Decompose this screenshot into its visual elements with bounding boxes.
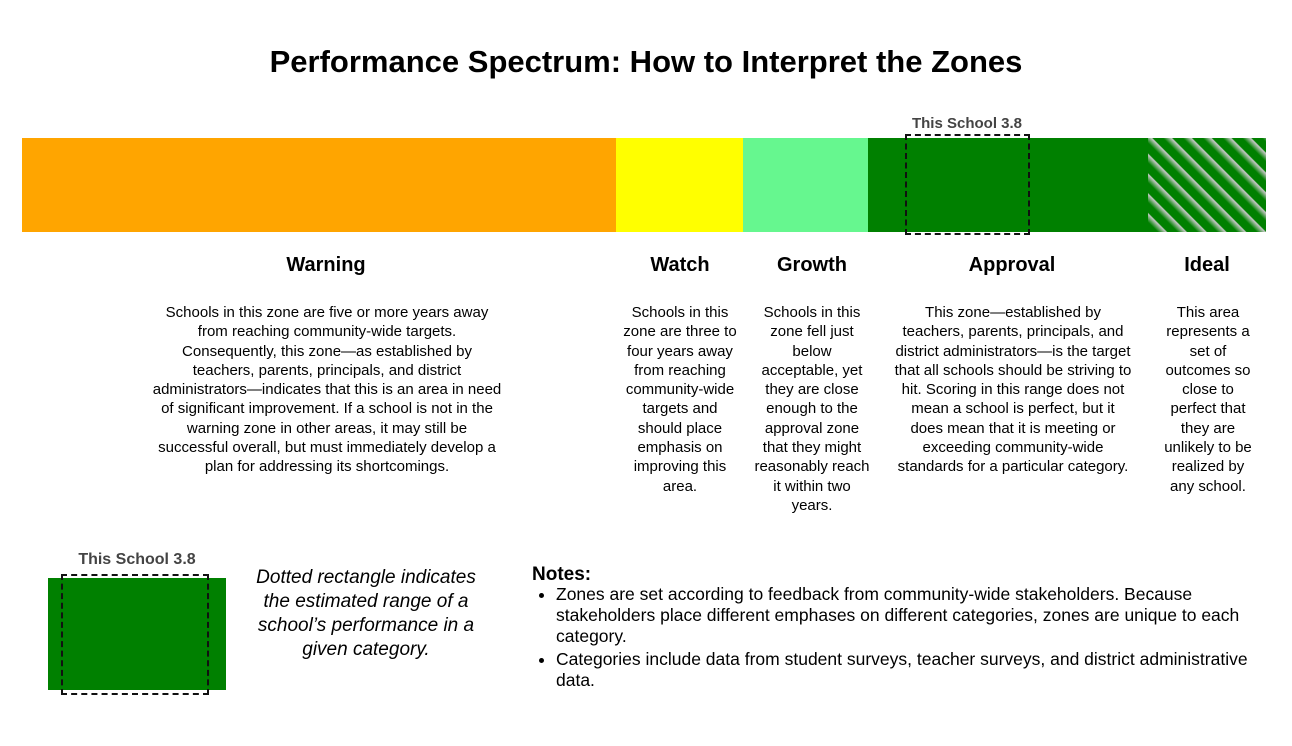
- school-marker-label: This School 3.8: [911, 115, 1023, 132]
- legend-marker-label: This School 3.8: [78, 551, 196, 568]
- zone-heading-watch: Watch: [650, 254, 710, 276]
- page-title: Performance Spectrum: How to Interpret t…: [269, 44, 1023, 79]
- note-item: Categories include data from student sur…: [556, 649, 1276, 691]
- zone-bar-warning: [22, 138, 616, 232]
- zone-heading-growth: Growth: [777, 254, 847, 276]
- legend-dashed-rectangle: [61, 574, 209, 695]
- school-range-marker: [905, 134, 1030, 235]
- zone-bar-ideal: [1148, 138, 1266, 232]
- zone-description-growth: Schools in this zone fell just below acc…: [754, 304, 870, 514]
- zone-description-approval: This zone—established by teachers, paren…: [894, 304, 1132, 476]
- zone-description-warning: Schools in this zone are five or more ye…: [152, 304, 502, 476]
- zone-heading-approval: Approval: [968, 254, 1056, 276]
- zone-description-ideal: This area represents a set of outcomes s…: [1164, 304, 1252, 495]
- zone-bar-approval: [868, 138, 1148, 232]
- zone-bar-growth: [743, 138, 868, 232]
- note-item: Zones are set according to feedback from…: [556, 584, 1276, 647]
- zone-heading-ideal: Ideal: [1184, 254, 1230, 276]
- notes-title: Notes:: [532, 564, 592, 585]
- zone-description-watch: Schools in this zone are three to four y…: [623, 304, 737, 495]
- legend-text: Dotted rectangle indicates the estimated…: [256, 567, 476, 660]
- legend-green-swatch: [48, 578, 226, 690]
- zone-heading-warning: Warning: [286, 254, 366, 276]
- zone-bar-watch: [616, 138, 743, 232]
- notes-list: Zones are set according to feedback from…: [532, 584, 1276, 693]
